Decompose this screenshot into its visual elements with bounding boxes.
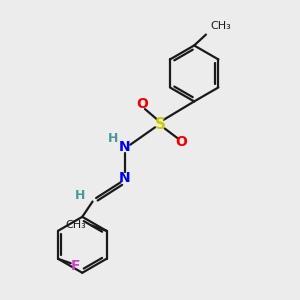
Text: CH₃: CH₃	[210, 21, 231, 31]
Text: S: S	[155, 118, 166, 133]
Text: CH₃: CH₃	[66, 220, 86, 230]
Text: N: N	[119, 140, 131, 154]
Text: N: N	[119, 171, 131, 185]
Text: O: O	[136, 97, 148, 111]
Text: H: H	[107, 132, 118, 145]
Text: F: F	[71, 260, 80, 274]
Text: O: O	[176, 135, 188, 149]
Text: H: H	[75, 188, 86, 202]
